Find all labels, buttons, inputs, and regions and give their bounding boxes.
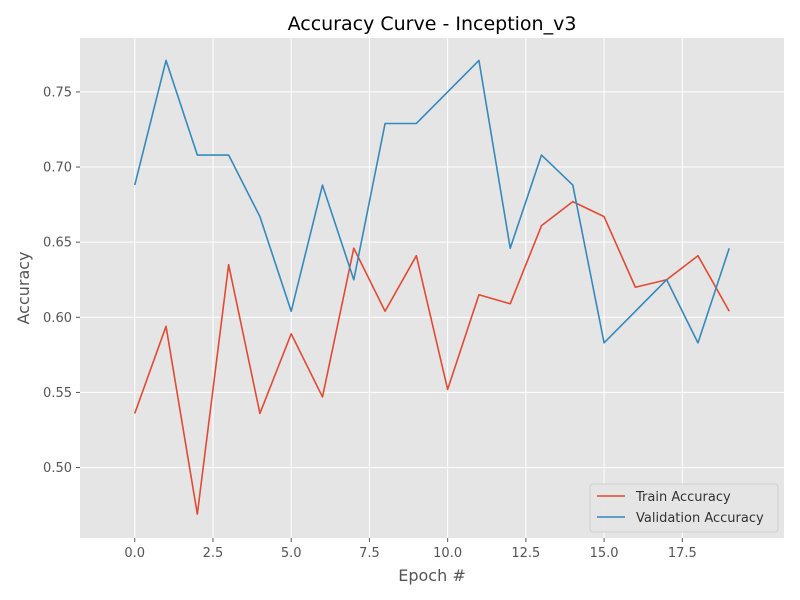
x-tick-label: 15.0 [590,546,619,561]
x-tick-label: 0.0 [124,546,145,561]
x-tick-label: 5.0 [281,546,302,561]
legend: Train Accuracy Validation Accuracy [589,483,779,533]
y-axis-title: Accuracy [14,251,33,324]
x-tick-label: 7.5 [359,546,380,561]
x-axis-title: Epoch # [398,566,465,585]
plot-area [80,38,784,538]
x-tick-label: 12.5 [511,546,540,561]
train-accuracy-line [134,200,730,515]
y-tick-label: 0.55 [43,386,72,401]
y-tick-label: 0.75 [43,85,72,100]
y-tick-label: 0.65 [43,236,72,251]
grid-lines [80,38,784,538]
legend-label-train: Train Accuracy [635,490,731,505]
validation-accuracy-line [133,59,730,344]
legend-label-validation: Validation Accuracy [636,511,764,526]
y-tick-label: 0.60 [43,311,72,326]
series-lines [133,59,730,515]
y-tick-label: 0.70 [43,161,72,176]
axis-ticks: 0.0 2.5 5.0 7.5 10.0 12.5 15.0 17.5 0.50 0.55 0.60… [43,85,697,561]
x-tick-label: 10.0 [433,546,462,561]
x-tick-label: 2.5 [203,546,224,561]
chart-title: Accuracy Curve - Inception_v3 [288,13,577,35]
x-tick-label: 17.5 [668,546,697,561]
y-tick-label: 0.50 [43,461,72,476]
legend-box [589,483,779,533]
